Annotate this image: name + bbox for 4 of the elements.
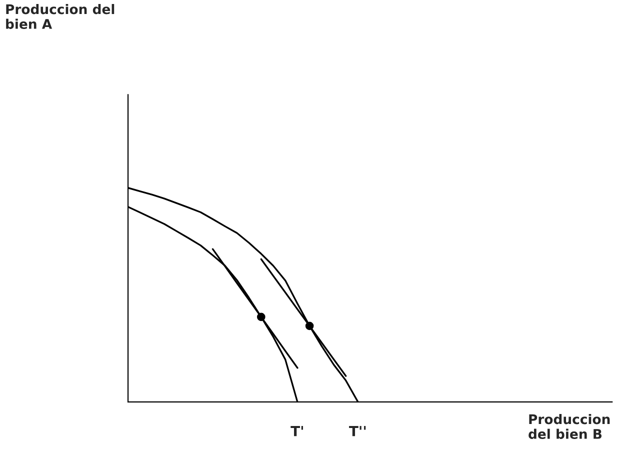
x-tick-label: T': [290, 426, 303, 436]
x-tick-label: T'': [349, 426, 366, 436]
x-axis-title: Produccion del bien B: [528, 414, 610, 439]
text: Produccion del bien A: [6, 4, 114, 29]
